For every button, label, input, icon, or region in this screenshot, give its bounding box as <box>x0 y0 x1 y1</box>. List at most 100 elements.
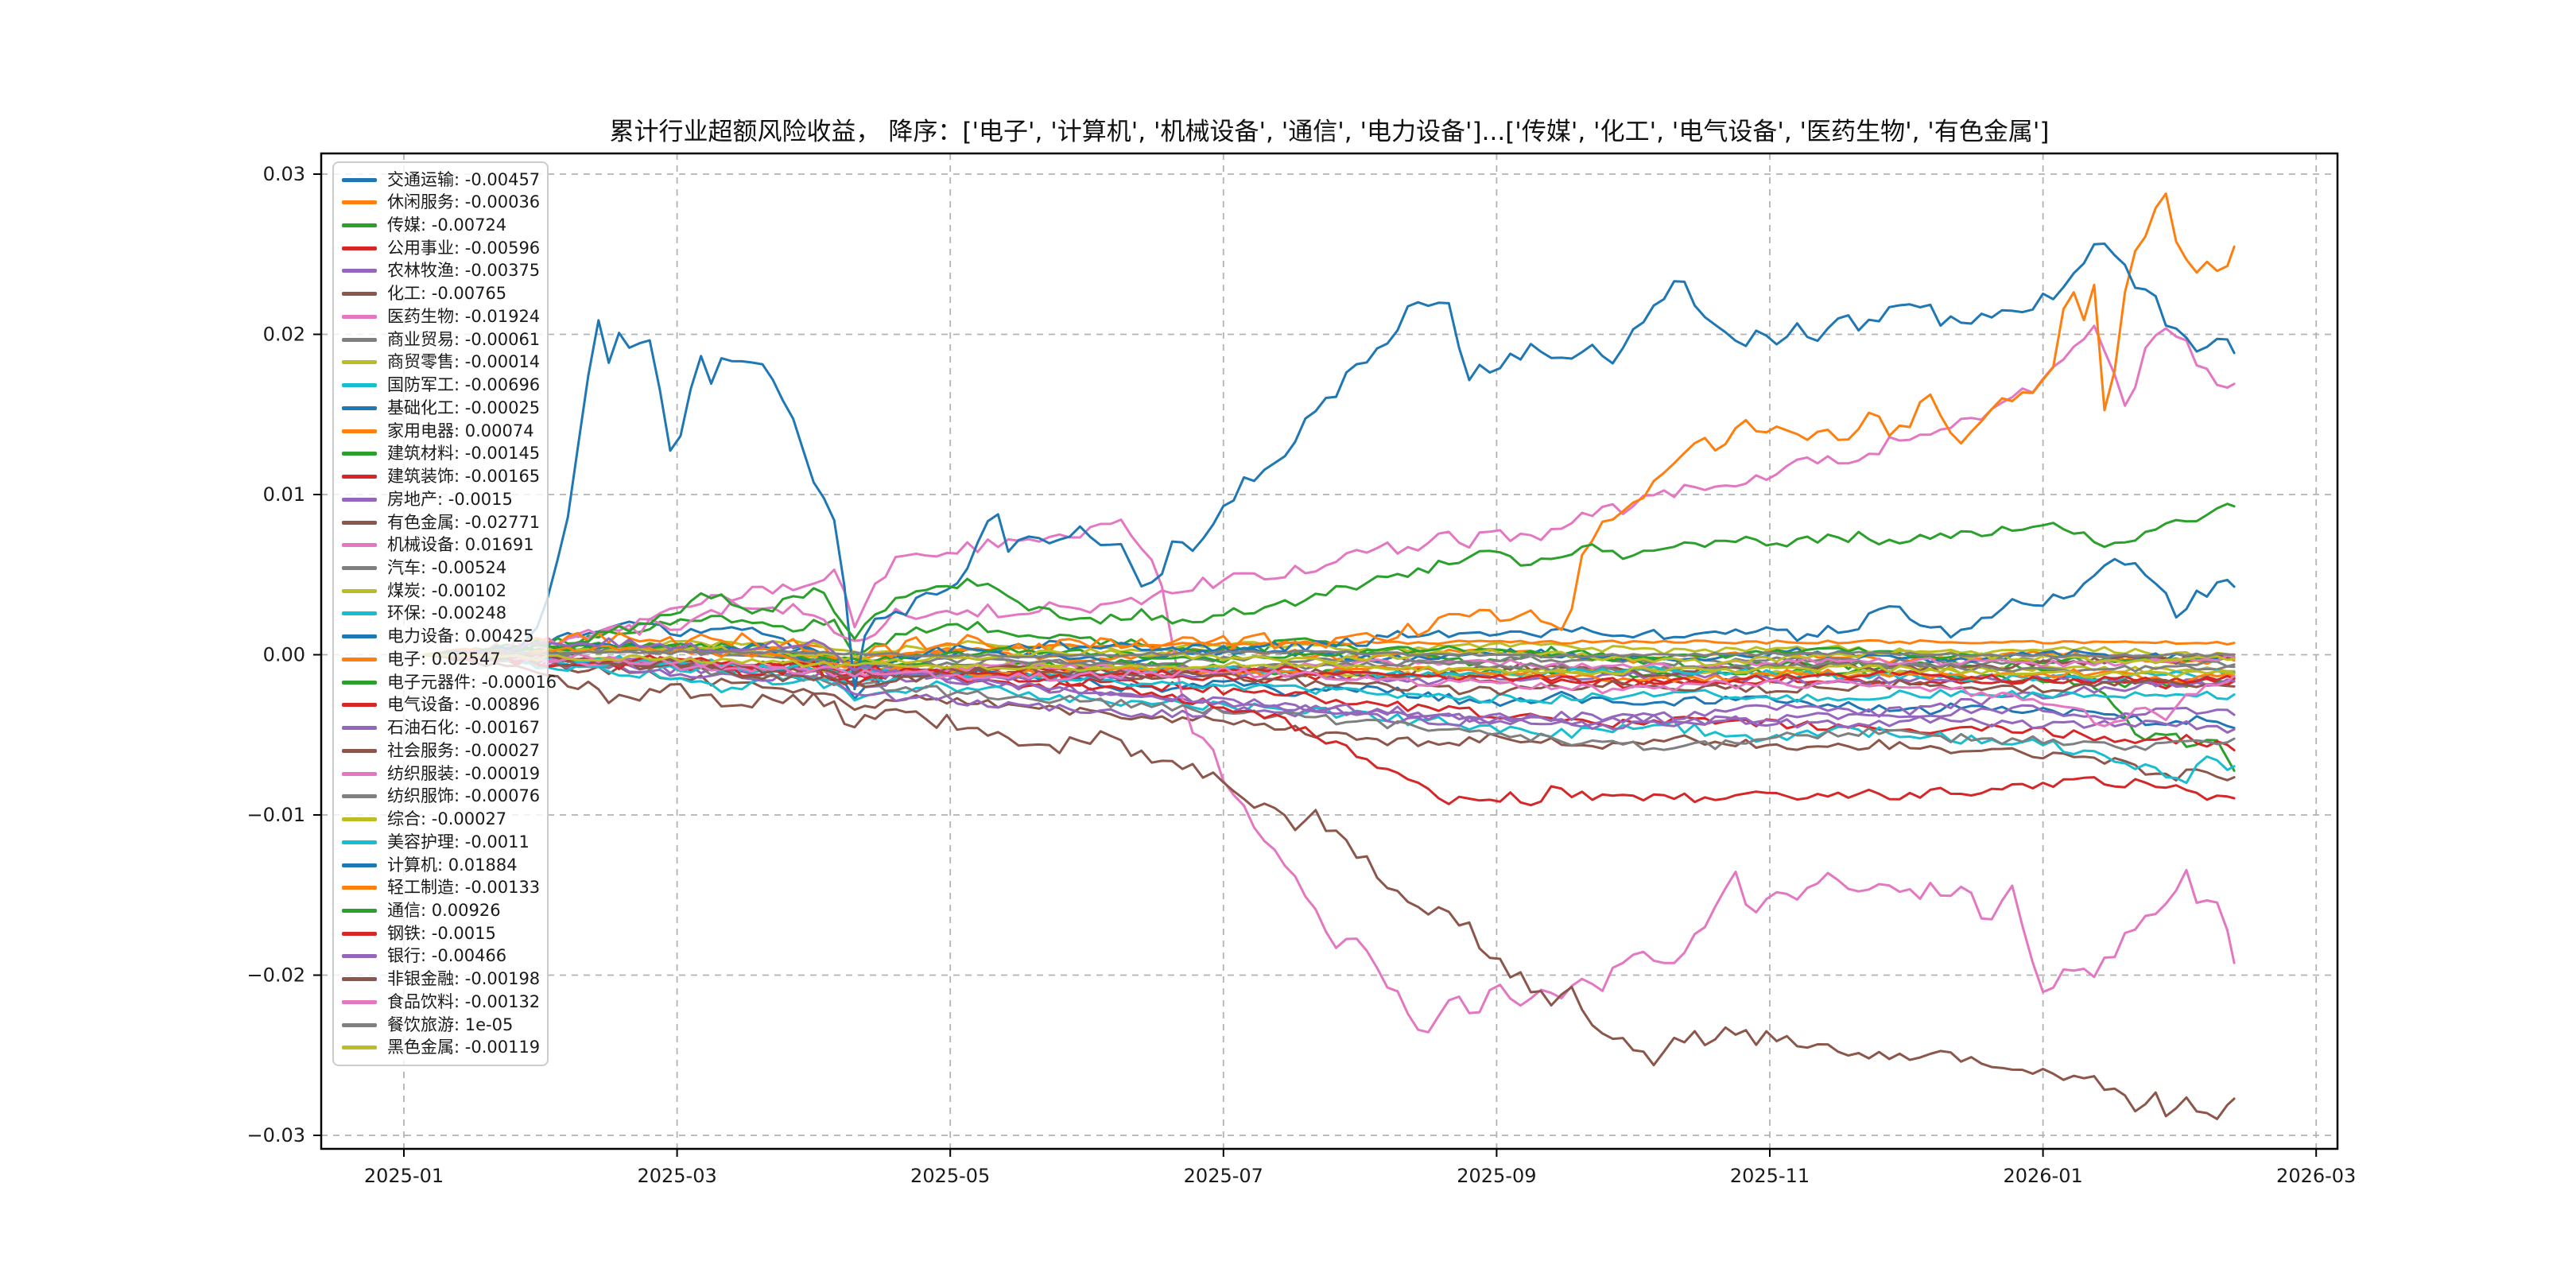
legend-item-label: 煤炭: -0.00102 <box>387 580 507 600</box>
legend-color-line <box>342 977 377 982</box>
legend-item-label: 传媒: -0.00724 <box>387 215 507 235</box>
legend-item-label: 纺织服饰: -0.00076 <box>387 786 541 806</box>
legend-color-line <box>342 794 377 799</box>
legend-item: 建筑装饰: -0.00165 <box>342 467 540 487</box>
legend-color-line <box>342 634 377 639</box>
legend-item-label: 交通运输: -0.00457 <box>387 169 541 189</box>
series-line-钢铁 <box>423 653 2236 686</box>
series-lines <box>423 192 2236 1120</box>
legend-color-line <box>342 840 377 844</box>
legend-item-label: 银行: -0.00466 <box>387 946 507 966</box>
legend-color-line <box>342 520 377 525</box>
legend-item-label: 机械设备: 0.01691 <box>387 535 534 555</box>
legend-item: 电子: 0.02547 <box>342 649 539 669</box>
legend-item-label: 建筑材料: -0.00145 <box>387 444 541 464</box>
y-tick-label: −0.01 <box>246 804 305 826</box>
legend-item: 建筑材料: -0.00145 <box>342 444 541 464</box>
x-tick-label: 2025-03 <box>637 1165 716 1187</box>
legend-color-line <box>342 246 377 250</box>
legend-item-label: 食品饮料: -0.00132 <box>387 991 541 1011</box>
legend-item-label: 电气设备: -0.00896 <box>387 695 541 715</box>
x-tick-label: 2025-07 <box>1184 1165 1263 1187</box>
legend-item-label: 美容护理: -0.0011 <box>387 832 530 852</box>
legend-color-line <box>342 863 377 867</box>
legend-item: 交通运输: -0.00457 <box>342 169 541 190</box>
legend-item: 黑色金属: -0.00119 <box>342 1038 541 1058</box>
legend-item-label: 黑色金属: -0.00119 <box>387 1038 541 1057</box>
legend-item: 传媒: -0.00724 <box>342 215 539 235</box>
legend-color-line <box>342 497 377 502</box>
legend-item: 综合: -0.00027 <box>342 809 539 830</box>
legend-color-line <box>342 703 377 708</box>
x-tick-label: 2026-01 <box>2003 1165 2082 1187</box>
legend-color-line <box>342 565 377 570</box>
y-tick-label: −0.03 <box>246 1124 305 1146</box>
legend-item-label: 医药生物: -0.01924 <box>387 306 541 326</box>
legend-color-line <box>342 954 377 959</box>
legend-item: 电气设备: -0.00896 <box>342 695 541 716</box>
legend-item: 农林牧渔: -0.00375 <box>342 261 541 281</box>
legend-color-line <box>342 405 377 410</box>
legend-item: 国防军工: -0.00696 <box>342 375 541 396</box>
legend-item-label: 休闲服务: -0.00036 <box>387 192 541 212</box>
legend-item-label: 商业贸易: -0.00061 <box>387 329 541 349</box>
legend-item-label: 通信: 0.00926 <box>387 901 501 920</box>
legend-item-label: 农林牧渔: -0.00375 <box>387 261 541 281</box>
legend-item: 轻工制造: -0.00133 <box>342 878 541 898</box>
legend-color-line <box>342 383 377 388</box>
legend-item-label: 钢铁: -0.0015 <box>387 923 496 943</box>
legend-color-line <box>342 223 377 227</box>
y-tick-label: 0.03 <box>263 163 305 185</box>
x-tick-label: 2026-03 <box>2276 1165 2356 1187</box>
legend-item: 食品饮料: -0.00132 <box>342 991 541 1012</box>
legend-color-line <box>342 200 377 205</box>
legend-color-line <box>342 314 377 319</box>
legend-color-line <box>342 611 377 616</box>
legend-color-line <box>342 475 377 479</box>
legend-color-line <box>342 177 377 182</box>
legend-item: 纺织服饰: -0.00076 <box>342 786 541 807</box>
legend-color-line <box>342 886 377 890</box>
legend-item-label: 餐饮旅游: 1e-05 <box>387 1014 514 1034</box>
series-line-机械设备 <box>423 324 2236 656</box>
legend-item-label: 化工: -0.00765 <box>387 284 507 304</box>
legend-item: 纺织服装: -0.00019 <box>342 763 541 784</box>
legend-item-label: 电力设备: 0.00425 <box>387 627 534 646</box>
x-axis: 2025-01 2025-03 2025-05 2025-07 2025-09 2025-… <box>364 1149 2356 1187</box>
legend-item-label: 家用电器: 0.00074 <box>387 421 534 440</box>
series-line-食品饮料 <box>423 653 2236 727</box>
y-tick-label: 0.00 <box>263 644 305 666</box>
legend-item: 石油石化: -0.00167 <box>342 718 541 739</box>
legend-color-line <box>342 1046 377 1050</box>
legend-item-label: 环保: -0.00248 <box>387 603 507 623</box>
legend-item: 商业贸易: -0.00061 <box>342 329 541 350</box>
legend-color-line <box>342 817 377 822</box>
legend-color-line <box>342 726 377 731</box>
legend-item-label: 国防军工: -0.00696 <box>387 375 541 395</box>
legend-item: 汽车: -0.00524 <box>342 557 539 578</box>
legend-color-line <box>342 337 377 342</box>
legend-item: 医药生物: -0.01924 <box>342 306 541 327</box>
legend-item-label: 轻工制造: -0.00133 <box>387 878 541 898</box>
legend-item: 化工: -0.00765 <box>342 284 539 305</box>
x-tick-label: 2025-11 <box>1730 1165 1810 1187</box>
legend-item: 计算机: 0.01884 <box>342 855 539 875</box>
legend-color-line <box>342 680 377 685</box>
series-line-有色金属 <box>423 654 2236 1120</box>
series-line-纺织服饰 <box>423 646 2236 674</box>
legend-color-line <box>342 588 377 593</box>
legend-color-line <box>342 999 377 1004</box>
legend-color-line <box>342 543 377 548</box>
series-line-化工 <box>423 654 2236 782</box>
y-axis: 0.03 0.02 0.01 0.00 −0.01 −0.02 −0.03 <box>246 163 321 1146</box>
legend-item: 银行: -0.00466 <box>342 946 539 967</box>
legend-color-line <box>342 909 377 913</box>
legend-item: 美容护理: -0.0011 <box>342 832 539 852</box>
legend-color-line <box>342 429 377 433</box>
legend-item-label: 石油石化: -0.00167 <box>387 718 541 738</box>
legend-item: 电力设备: 0.00425 <box>342 627 539 647</box>
legend-item-label: 综合: -0.00027 <box>387 809 507 829</box>
legend-item-label: 纺织服装: -0.00019 <box>387 763 541 783</box>
legend-color-line <box>342 452 377 456</box>
series-line-环保 <box>423 654 2236 705</box>
